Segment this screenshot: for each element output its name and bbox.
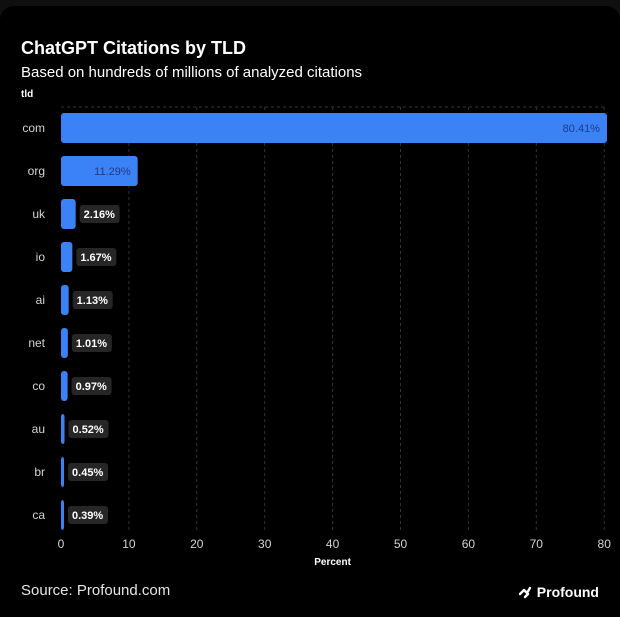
x-tick-label: 0 (58, 537, 65, 551)
value-label-uk: 2.16% (84, 209, 115, 221)
category-label-br: br (34, 465, 45, 479)
profound-logo[interactable]: Profound (518, 584, 599, 600)
chart-title: ChatGPT Citations by TLD (21, 38, 246, 58)
bar-br (61, 457, 65, 487)
x-axis-title: Percent (314, 557, 351, 568)
x-tick-label: 10 (122, 537, 136, 551)
y-axis-title: tld (21, 89, 33, 100)
source-label: Source: Profound.com (21, 582, 171, 599)
bar-com (61, 113, 607, 143)
x-tick-label: 80 (598, 537, 612, 551)
value-label-bg (79, 205, 120, 223)
value-label-bg (71, 334, 112, 352)
value-label-co: 0.97% (76, 381, 107, 393)
bar-net (61, 328, 68, 358)
category-label-co: co (32, 379, 45, 393)
x-tick-label: 60 (462, 537, 476, 551)
bar-au (61, 414, 65, 444)
bar-co (61, 371, 68, 401)
category-label-io: io (36, 250, 46, 264)
category-label-au: au (32, 422, 45, 436)
category-label-com: com (22, 121, 45, 135)
value-label-br: 0.45% (72, 467, 103, 479)
value-label-bg (68, 463, 109, 481)
x-tick-label: 30 (258, 537, 272, 551)
value-label-bg (68, 420, 109, 438)
value-label-net: 1.01% (76, 338, 107, 350)
value-label-bg (68, 506, 108, 524)
value-label-com: 80.41% (563, 123, 601, 135)
category-label-net: net (28, 336, 45, 350)
value-label-bg (72, 291, 113, 309)
profound-brand-name: Profound (536, 584, 599, 600)
category-label-org: org (28, 164, 45, 178)
x-tick-label: 40 (326, 537, 340, 551)
value-label-org: 11.29% (94, 166, 131, 178)
x-tick-label: 50 (394, 537, 408, 551)
bar-ca (61, 500, 64, 530)
profound-logo-icon (518, 585, 532, 599)
category-label-ca: ca (32, 508, 45, 522)
value-label-ca: 0.39% (72, 510, 103, 522)
category-label-uk: uk (32, 207, 46, 221)
bar-ai (61, 285, 69, 315)
value-label-ai: 1.13% (77, 295, 108, 307)
bar-uk (61, 199, 76, 229)
value-label-bg (76, 248, 117, 266)
value-label-bg (71, 377, 112, 395)
x-tick-label: 70 (530, 537, 544, 551)
chart-subtitle: Based on hundreds of millions of analyze… (21, 64, 363, 81)
value-label-io: 1.67% (80, 252, 111, 264)
bar-org (61, 156, 138, 186)
x-tick-label: 20 (190, 537, 204, 551)
category-label-ai: ai (36, 293, 45, 307)
value-label-au: 0.52% (73, 424, 104, 436)
bar-io (61, 242, 73, 272)
